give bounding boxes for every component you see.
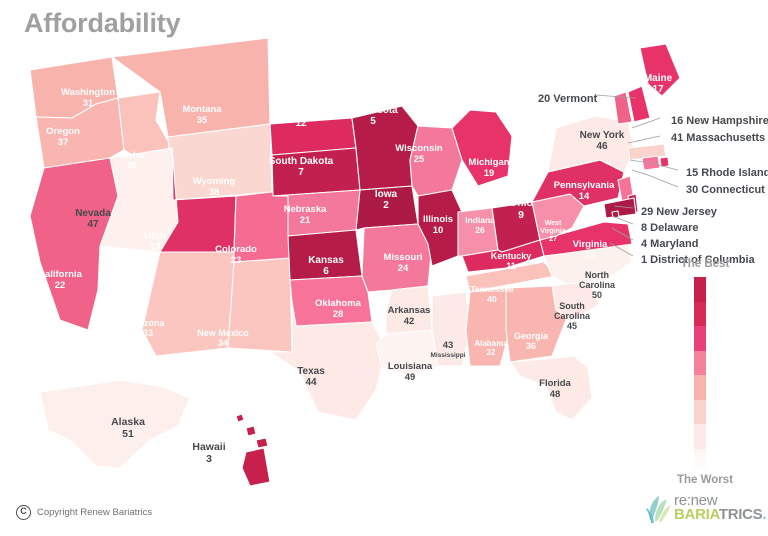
legend-swatch-0 bbox=[694, 277, 706, 302]
state-pennsylvania[interactable] bbox=[531, 159, 625, 207]
legend-swatch-3 bbox=[694, 350, 706, 375]
state-colorado[interactable] bbox=[233, 191, 291, 263]
callout-new-jersey: 29 New Jersey bbox=[641, 206, 717, 218]
legend-swatch-4 bbox=[694, 375, 706, 400]
copyright-text: Copyright Renew Bariatrics bbox=[37, 507, 153, 518]
state-hawaii[interactable] bbox=[235, 413, 271, 487]
state-iowa[interactable] bbox=[355, 185, 419, 231]
state-mississippi[interactable] bbox=[431, 291, 471, 367]
state-wyoming[interactable] bbox=[167, 123, 273, 201]
legend-worst-label: The Worst bbox=[676, 474, 733, 486]
copyright-notice: C Copyright Renew Bariatrics bbox=[16, 505, 152, 520]
state-vermont[interactable] bbox=[613, 91, 633, 125]
state-new-york[interactable] bbox=[547, 115, 635, 173]
state-indiana[interactable] bbox=[457, 207, 499, 257]
state-michigan[interactable] bbox=[451, 109, 513, 187]
callout-delaware: 8 Delaware bbox=[641, 222, 699, 234]
state-rhode-island[interactable] bbox=[659, 156, 670, 168]
state-arizona[interactable] bbox=[141, 251, 235, 357]
state-arkansas[interactable] bbox=[385, 285, 433, 335]
state-missouri[interactable] bbox=[361, 223, 433, 293]
state-south-dakota[interactable] bbox=[271, 147, 361, 197]
state-alaska[interactable] bbox=[39, 379, 191, 469]
callout-district-of-columbia: 1 District of Columbia bbox=[641, 254, 755, 266]
state-louisiana[interactable] bbox=[375, 329, 439, 377]
state-alabama[interactable] bbox=[465, 287, 511, 367]
state-texas[interactable] bbox=[269, 301, 387, 421]
callout-vermont: 20 Vermont bbox=[538, 93, 598, 105]
state-new-mexico[interactable] bbox=[227, 257, 293, 353]
renew-bariatrics-logo: re:new BARIATRICS. bbox=[646, 492, 767, 530]
callout-maryland: 4 Maryland bbox=[641, 238, 699, 250]
state-kansas[interactable] bbox=[287, 229, 363, 281]
state-maine[interactable] bbox=[639, 43, 681, 97]
legend-swatch-2 bbox=[694, 326, 706, 351]
legend-best-label: The Best bbox=[680, 258, 730, 270]
state-minnesota[interactable] bbox=[351, 105, 419, 191]
state-oklahoma[interactable] bbox=[289, 275, 373, 327]
legend-swatch-7 bbox=[694, 448, 706, 473]
legend-swatch-6 bbox=[694, 424, 706, 449]
state-illinois[interactable] bbox=[417, 189, 463, 267]
callout-new-hampshire: 16 New Hampshire bbox=[671, 115, 768, 127]
callout-massachusetts: 41 Massachusetts bbox=[671, 132, 766, 144]
state-virginia[interactable] bbox=[539, 221, 633, 257]
legend-swatch-5 bbox=[694, 399, 706, 424]
logo-line-2: BARIATRICS. bbox=[674, 506, 767, 523]
legend-swatch-1 bbox=[694, 301, 706, 326]
page-title: Affordability bbox=[24, 8, 181, 38]
callout-rhode-island: 15 Rhode Island bbox=[686, 167, 768, 179]
callout-connecticut: 30 Connecticut bbox=[686, 184, 765, 196]
state-california[interactable] bbox=[29, 157, 119, 331]
copyright-icon: C bbox=[16, 505, 31, 520]
state-new-hampshire[interactable] bbox=[627, 85, 651, 123]
legend-gradient-bar bbox=[694, 277, 706, 473]
leaf-icon bbox=[646, 496, 671, 523]
logo-line-1: re:new bbox=[674, 492, 718, 509]
state-florida[interactable] bbox=[509, 355, 593, 421]
